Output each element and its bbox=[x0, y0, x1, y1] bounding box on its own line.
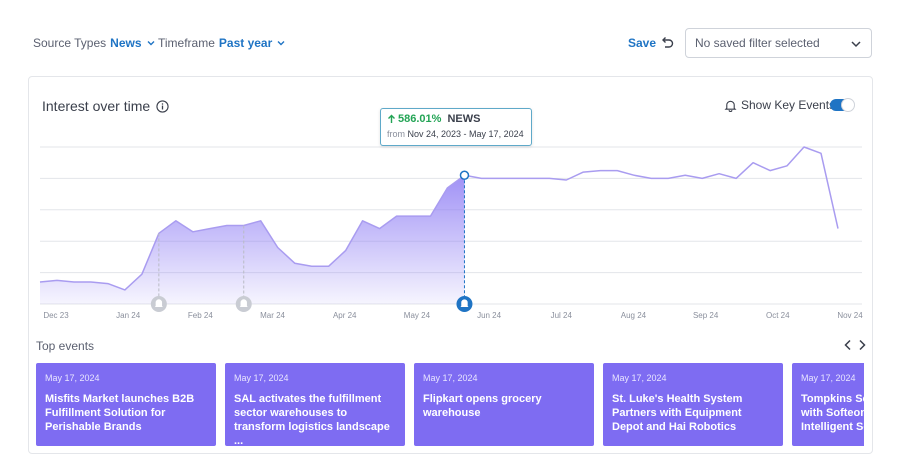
interest-chart: Dec 23 Jan 24 Feb 24 Mar 24 Apr 24 May 24 Jun … bbox=[39, 146, 863, 320]
x-tick-label: Feb 24 bbox=[188, 311, 213, 320]
x-tick-label: May 24 bbox=[404, 311, 431, 320]
source-types-label: Source Types bbox=[33, 36, 107, 50]
key-events-control: Show Key Events bbox=[724, 98, 835, 112]
top-events-title: Top events bbox=[36, 339, 95, 353]
tooltip-from-label: from bbox=[387, 129, 405, 139]
chart-title: Interest over time bbox=[42, 98, 169, 114]
undo-icon[interactable] bbox=[659, 34, 675, 50]
source-types-dropdown[interactable]: Source Types News bbox=[33, 36, 156, 50]
event-title: Flipkart opens grocery warehouse bbox=[423, 393, 542, 419]
arrow-up-icon bbox=[388, 114, 395, 123]
highlight-point bbox=[459, 170, 470, 181]
bell-icon bbox=[239, 299, 248, 307]
filter-bar: Source Types News Timeframe Past year Sa… bbox=[0, 0, 900, 80]
saved-filter-placeholder: No saved filter selected bbox=[695, 36, 820, 50]
info-icon[interactable] bbox=[156, 99, 169, 113]
x-tick-label: Dec 23 bbox=[43, 311, 69, 320]
chevron-left-icon[interactable] bbox=[843, 339, 852, 351]
key-events-toggle[interactable] bbox=[830, 98, 855, 112]
event-title: Misfits Market launches B2B Fulfillment … bbox=[45, 393, 195, 433]
chart-title-text: Interest over time bbox=[42, 98, 151, 114]
x-tick-label: Jul 24 bbox=[551, 311, 573, 320]
chevron-down-icon bbox=[277, 41, 285, 46]
chevron-down-icon bbox=[851, 41, 861, 48]
x-tick-label: Sep 24 bbox=[693, 311, 719, 320]
tooltip-change: 586.01% bbox=[387, 113, 441, 125]
chevron-right-icon[interactable] bbox=[858, 339, 867, 351]
bell-icon bbox=[154, 299, 163, 307]
source-types-value: News bbox=[110, 36, 142, 50]
x-tick-label: Aug 24 bbox=[621, 311, 647, 320]
tooltip-source: NEWS bbox=[447, 113, 481, 125]
event-date: May 17, 2024 bbox=[423, 373, 478, 383]
area-layer bbox=[40, 175, 465, 304]
bell-icon bbox=[724, 100, 737, 112]
chart-tooltip: 586.01% NEWS from Nov 24, 2023 - May 17,… bbox=[380, 108, 532, 146]
x-tick-label: Nov 24 bbox=[837, 311, 863, 320]
save-button[interactable]: Save bbox=[628, 36, 657, 50]
x-tick-label: Oct 24 bbox=[766, 311, 790, 320]
event-card[interactable]: May 17, 2024 St. Luke's Health System Pa… bbox=[603, 363, 783, 446]
event-title: SAL activates the fulfillment sector war… bbox=[234, 393, 390, 446]
events-strip: May 17, 2024 Misfits Market launches B2B… bbox=[36, 363, 864, 446]
timeframe-dropdown[interactable]: Timeframe Past year bbox=[158, 36, 286, 50]
event-title: St. Luke's Health System Partners with E… bbox=[612, 393, 743, 433]
x-tick-label: Jun 24 bbox=[477, 311, 502, 320]
event-title: Tompkins Solutions Partners with Softeon… bbox=[801, 393, 864, 433]
event-date: May 17, 2024 bbox=[612, 373, 667, 383]
event-date: May 17, 2024 bbox=[801, 373, 856, 383]
x-tick-label: Mar 24 bbox=[260, 311, 285, 320]
event-date: May 17, 2024 bbox=[234, 373, 289, 383]
timeframe-value: Past year bbox=[218, 36, 273, 50]
line-layer bbox=[39, 146, 839, 291]
toggle-knob bbox=[841, 98, 855, 112]
key-events-label: Show Key Events bbox=[741, 98, 836, 112]
highlight-area bbox=[40, 175, 465, 304]
event-card[interactable]: May 17, 2024 Flipkart opens grocery ware… bbox=[414, 363, 594, 446]
bell-icon bbox=[460, 299, 469, 307]
events-nav bbox=[843, 339, 867, 351]
x-tick-label: Apr 24 bbox=[333, 311, 357, 320]
timeframe-label: Timeframe bbox=[158, 36, 215, 50]
tooltip-change-value: 586.01% bbox=[398, 113, 442, 125]
chevron-down-icon bbox=[147, 41, 155, 46]
x-axis-ticks: Dec 23 Jan 24 Feb 24 Mar 24 Apr 24 May 24 Jun … bbox=[43, 311, 863, 320]
tooltip-range: Nov 24, 2023 - May 17, 2024 bbox=[407, 129, 524, 139]
event-date: May 17, 2024 bbox=[45, 373, 100, 383]
event-card[interactable]: May 17, 2024 Misfits Market launches B2B… bbox=[36, 363, 216, 446]
event-card[interactable]: May 17, 2024 Tompkins Solutions Partners… bbox=[792, 363, 864, 446]
x-tick-label: Jan 24 bbox=[116, 311, 141, 320]
series-line bbox=[39, 146, 839, 291]
saved-filter-select[interactable]: No saved filter selected bbox=[685, 28, 872, 58]
event-card[interactable]: May 17, 2024 SAL activates the fulfillme… bbox=[225, 363, 405, 446]
marker-layer bbox=[150, 170, 473, 312]
